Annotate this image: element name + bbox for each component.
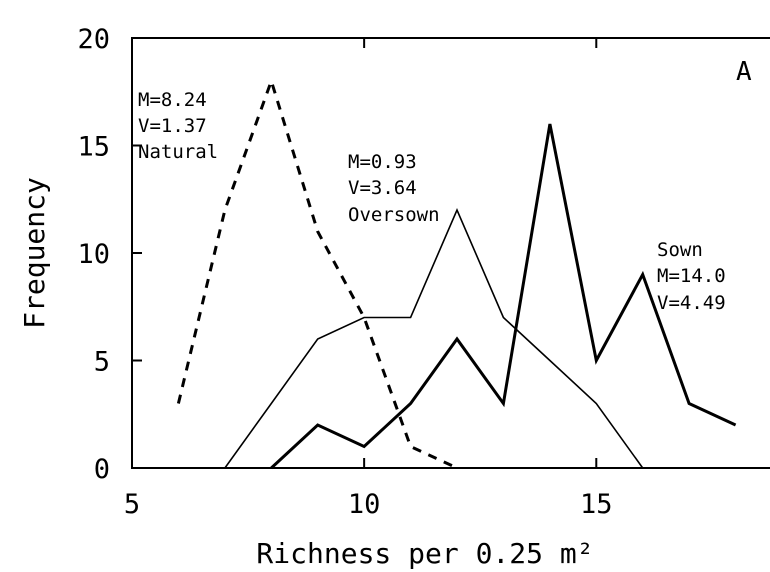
annotation-sown-label: Sown [657, 239, 703, 261]
y-axis-title: Frequency [18, 177, 51, 329]
annotations: M=8.24 V=1.37 Natural M=0.93 V=3.64 Over… [138, 89, 726, 314]
annotation-sown-mean: M=14.0 [657, 265, 726, 287]
annotation-natural-mean: M=8.24 [138, 89, 207, 111]
panel-label: A [736, 57, 752, 87]
x-axis-title: Richness per 0.25 m² [256, 537, 593, 570]
series-natural-line [176, 76, 458, 470]
x-tick-label-5: 5 [124, 489, 140, 520]
y-tick-label-10: 10 [77, 239, 110, 270]
x-tick-label-15: 15 [580, 489, 613, 520]
annotation-oversown-mean: M=0.93 [348, 151, 417, 173]
annotation-oversown-label: Oversown [348, 204, 440, 226]
y-tick-label-5: 5 [94, 347, 110, 378]
annotation-sown-variance: V=4.49 [657, 292, 726, 314]
y-tick-label-15: 15 [77, 132, 110, 163]
annotation-natural-variance: V=1.37 [138, 115, 207, 137]
y-tick-label-0: 0 [94, 454, 110, 485]
annotation-oversown-variance: V=3.64 [348, 177, 417, 199]
x-tick-label-10: 10 [348, 489, 381, 520]
series-sown-line [270, 123, 737, 470]
series-oversown-line [224, 207, 644, 469]
y-tick-label-20: 20 [77, 24, 110, 55]
annotation-natural-label: Natural [138, 141, 218, 163]
series-layer [176, 76, 737, 470]
